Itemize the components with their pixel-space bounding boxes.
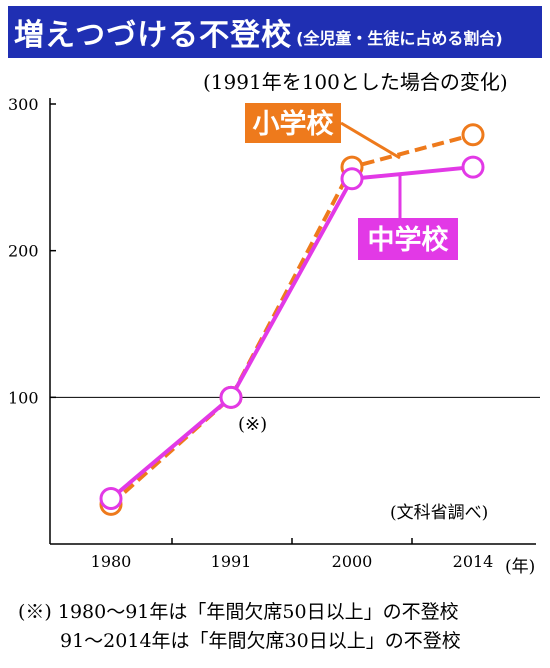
series-line-junior-high bbox=[109, 165, 474, 501]
point-junior-high-2000 bbox=[340, 167, 364, 191]
footnote-1: (※) 1980〜91年は「年間欠席50日以上」の不登校 bbox=[18, 601, 459, 623]
y-tick-label-300: 300 bbox=[8, 95, 39, 114]
legend-elementary-box bbox=[245, 103, 341, 143]
legend-junior-high-box bbox=[358, 218, 458, 260]
x-tick-label-2014: 2014 bbox=[453, 552, 494, 571]
y-tick-label-200: 200 bbox=[8, 242, 39, 261]
title-bar: 増えつづける不登校 (全児童・生徒に占める割合) bbox=[8, 6, 542, 58]
legend-elementary-leader bbox=[340, 121, 401, 160]
footnote-2: 91〜2014年は「年間欠席30日以上」の不登校 bbox=[60, 630, 461, 652]
x-tick-label-1991: 1991 bbox=[211, 552, 252, 571]
point-junior-high-1991 bbox=[219, 385, 243, 409]
y-tick-label-100: 100 bbox=[8, 388, 39, 407]
x-axis-unit: (年) bbox=[505, 557, 535, 577]
series-line-elementary bbox=[109, 132, 474, 506]
x-tick-label-1980: 1980 bbox=[91, 552, 132, 571]
legend-elementary-text: 小学校 bbox=[253, 108, 334, 140]
point-junior-high-1980 bbox=[99, 487, 123, 511]
chart-title-sub: (全児童・生徒に占める割合) bbox=[296, 29, 503, 48]
chart-subtitle: (1991年を100とした場合の変化) bbox=[203, 70, 508, 94]
chart-title: 増えつづける不登校 bbox=[14, 18, 293, 53]
point-elementary-2014 bbox=[461, 123, 485, 147]
note-marker: (※) bbox=[238, 414, 267, 435]
point-junior-high-2014 bbox=[461, 155, 485, 179]
x-tick-label-2000: 2000 bbox=[332, 552, 373, 571]
legend-junior-high-text: 中学校 bbox=[368, 224, 449, 256]
source-note: (文科省調べ) bbox=[390, 503, 489, 523]
